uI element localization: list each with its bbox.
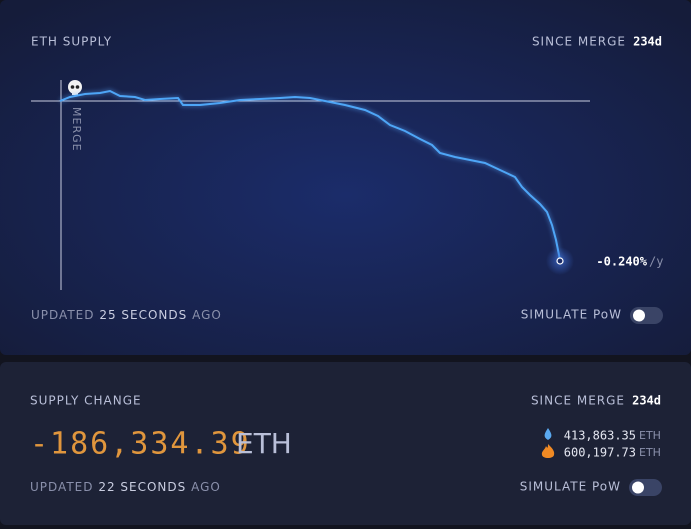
updated-prefix: UPDATED — [31, 308, 94, 322]
issued-unit: ETH — [639, 429, 661, 442]
updated-value: 22 SECONDS — [98, 480, 186, 494]
rate-unit: /y — [649, 255, 663, 269]
pow-toggle[interactable] — [629, 479, 662, 496]
supply-change-amount: -186,334.39 — [30, 427, 251, 462]
current-dot — [556, 257, 564, 265]
burn-icon — [541, 444, 555, 458]
issuance-icon — [544, 428, 552, 440]
since-value: 234d — [633, 35, 662, 49]
since-label: SINCE MERGE — [531, 394, 625, 408]
rate-value: -0.240% — [596, 255, 647, 269]
toggle-label: SIMULATE PoW — [521, 308, 622, 322]
issued-value: 413,863.35 — [564, 429, 636, 443]
updated-prefix: UPDATED — [30, 480, 93, 494]
updated-text: UPDATED 25 SECONDS AGO — [31, 308, 222, 322]
updated-value: 25 SECONDS — [99, 308, 187, 322]
toggle-label: SIMULATE PoW — [520, 480, 621, 494]
card-title: SUPPLY CHANGE — [30, 394, 142, 408]
since-value: 234d — [632, 394, 661, 408]
burned-value: 600,197.73 — [564, 446, 636, 460]
pow-toggle[interactable] — [630, 307, 663, 324]
card-title: ETH SUPPLY — [31, 35, 112, 49]
merge-label: MERGE — [70, 107, 83, 152]
supply-line — [59, 89, 561, 261]
since-label: SINCE MERGE — [532, 35, 626, 49]
updated-suffix: AGO — [191, 480, 221, 494]
skull-icon — [68, 80, 82, 95]
supply-card — [0, 0, 691, 355]
burned-unit: ETH — [639, 446, 661, 459]
updated-text: UPDATED 22 SECONDS AGO — [30, 480, 221, 494]
change-card — [0, 362, 691, 525]
updated-suffix: AGO — [192, 308, 222, 322]
supply-change-unit: ETH — [236, 427, 292, 460]
